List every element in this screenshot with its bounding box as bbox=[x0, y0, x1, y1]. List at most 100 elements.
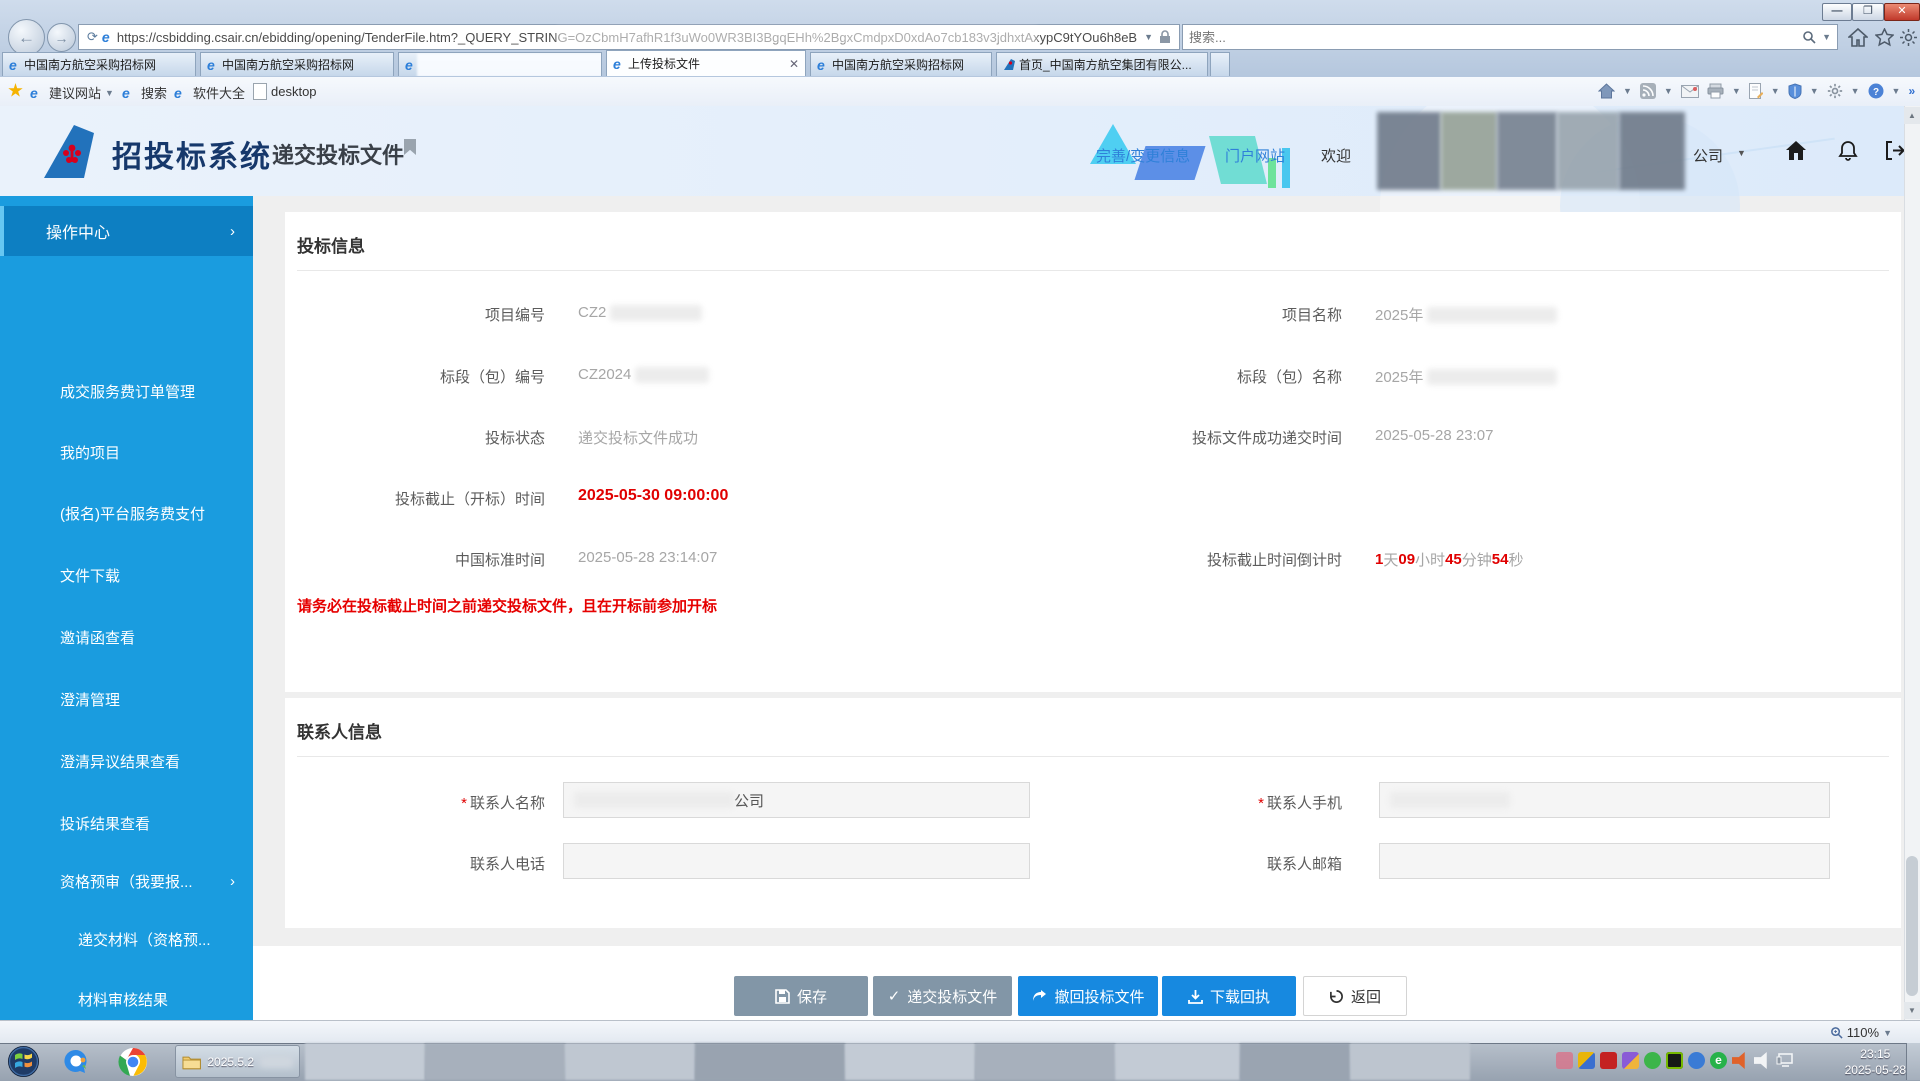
tab-csair-group-home[interactable]: 首页_中国南方航空集团有限公... bbox=[996, 52, 1208, 76]
chevron-down-icon[interactable]: ▼ bbox=[105, 87, 114, 98]
company-suffix[interactable]: 公司 bbox=[1693, 148, 1724, 165]
tray-network-globe-icon[interactable] bbox=[1688, 1052, 1705, 1069]
contact-phone-input[interactable] bbox=[563, 843, 1030, 879]
maximize-button[interactable]: ❐ bbox=[1852, 3, 1884, 21]
download-receipt-button[interactable]: 下载回执 bbox=[1162, 976, 1296, 1016]
chevron-down-icon[interactable]: ▼ bbox=[1623, 86, 1632, 96]
sidebar-item-clarification-objection[interactable]: 澄清异议结果查看 bbox=[0, 741, 253, 781]
page-tools-icon[interactable] bbox=[1748, 83, 1763, 99]
sidebar-item-platform-fee-payment[interactable]: (报名)平台服务费支付 bbox=[0, 493, 253, 533]
sidebar bbox=[0, 196, 253, 1020]
chevron-down-icon[interactable]: ▼ bbox=[1770, 86, 1780, 96]
url-dropdown-chevron-icon[interactable]: ▼ bbox=[1144, 32, 1153, 42]
link-portal-site[interactable]: 门户网站 bbox=[1225, 148, 1286, 165]
chat-app-icon[interactable] bbox=[62, 1048, 90, 1076]
taskbar-folder-task[interactable]: 2025.5.2 bbox=[175, 1045, 300, 1078]
contact-mobile-input[interactable] bbox=[1379, 782, 1830, 818]
sidebar-item-prequalification[interactable]: 资格预审（我要报... › bbox=[0, 861, 253, 901]
contact-email-input[interactable] bbox=[1379, 843, 1830, 879]
search-icon[interactable] bbox=[1802, 30, 1816, 44]
tray-defender-shield-icon[interactable] bbox=[1600, 1052, 1617, 1069]
search-dropdown-chevron-icon[interactable]: ▼ bbox=[1822, 32, 1831, 42]
withdraw-bid-button[interactable]: 撤回投标文件 bbox=[1018, 976, 1158, 1016]
zoom-indicator[interactable]: 110% ▼ bbox=[1830, 1025, 1892, 1040]
scrollbar-thumb[interactable] bbox=[1906, 856, 1918, 996]
chevron-down-icon[interactable]: ▼ bbox=[1891, 86, 1901, 96]
home-page-icon[interactable] bbox=[1598, 83, 1615, 99]
chevron-down-icon[interactable]: ▼ bbox=[1850, 86, 1860, 96]
taskbar-clock[interactable]: 23:15 2025-05-28 bbox=[1845, 1046, 1906, 1078]
sidebar-item-invitation-view[interactable]: 邀请函查看 bbox=[0, 617, 253, 657]
tab-csair-procurement-1[interactable]: e 中国南方航空采购招标网 bbox=[2, 52, 196, 76]
scroll-down-arrow[interactable]: ▼ bbox=[1904, 1002, 1920, 1019]
home-icon[interactable] bbox=[1848, 28, 1868, 47]
sidebar-item-clarification[interactable]: 澄清管理 bbox=[0, 679, 253, 719]
back-button[interactable]: ← bbox=[8, 19, 45, 56]
forward-button[interactable]: → bbox=[47, 23, 76, 52]
chevron-down-icon[interactable]: ▼ bbox=[1883, 1027, 1892, 1038]
sidebar-item-service-fee-orders[interactable]: 成交服务费订单管理 bbox=[0, 371, 253, 411]
tools-gear-icon[interactable] bbox=[1899, 28, 1918, 47]
show-desktop-button[interactable] bbox=[1906, 1043, 1920, 1080]
favorites-star-icon[interactable] bbox=[1875, 28, 1894, 47]
sidebar-item-submit-materials[interactable]: 递交材料（资格预... bbox=[0, 919, 253, 959]
minimize-button[interactable]: — bbox=[1822, 3, 1852, 21]
csair-favicon bbox=[1004, 59, 1015, 70]
start-button[interactable] bbox=[8, 1046, 39, 1077]
tab-blurred[interactable]: e bbox=[398, 52, 602, 76]
address-bar[interactable]: ⟳ e https://csbidding.csair.cn/ebidding/… bbox=[78, 24, 1180, 50]
bookmark-icon[interactable] bbox=[404, 139, 416, 155]
favorite-software[interactable]: e 软件大全 bbox=[174, 83, 245, 102]
back-page-button[interactable]: 返回 bbox=[1303, 976, 1407, 1016]
tab-close-icon[interactable]: ✕ bbox=[788, 56, 799, 71]
sidebar-item-file-download[interactable]: 文件下载 bbox=[0, 555, 253, 595]
new-tab-button[interactable] bbox=[1210, 52, 1230, 76]
print-icon[interactable] bbox=[1707, 83, 1724, 99]
submit-bid-button[interactable]: ✓ 递交投标文件 bbox=[873, 976, 1012, 1016]
link-profile-change[interactable]: 完善/变更信息 bbox=[1096, 148, 1191, 165]
rss-feed-icon[interactable] bbox=[1639, 83, 1656, 99]
logout-icon[interactable] bbox=[1884, 140, 1905, 161]
sidebar-item-my-projects[interactable]: 我的项目 bbox=[0, 432, 253, 472]
add-favorite-button[interactable] bbox=[8, 83, 23, 98]
settings-gear-icon[interactable] bbox=[1827, 83, 1843, 99]
chevron-down-icon[interactable]: ▼ bbox=[1663, 86, 1673, 96]
field-value-section-name: 2025年 bbox=[1375, 366, 1558, 387]
chrome-icon[interactable] bbox=[118, 1047, 148, 1077]
notification-bell-icon[interactable] bbox=[1838, 140, 1858, 162]
tray-security-shield-icon[interactable] bbox=[1578, 1052, 1595, 1069]
safety-shield-icon[interactable] bbox=[1788, 83, 1802, 99]
portal-home-icon[interactable] bbox=[1785, 140, 1807, 161]
sidebar-item-complaint-results[interactable]: 投诉结果查看 bbox=[0, 803, 253, 843]
deadline-warning-text: 请务必在投标截止时间之前递交投标文件，且在开标前参加开标 bbox=[297, 598, 718, 615]
tray-input-method-icon[interactable] bbox=[1622, 1052, 1639, 1069]
chevron-down-icon[interactable]: ▼ bbox=[1731, 86, 1741, 96]
favorite-suggested-sites[interactable]: e 建议网站 ▼ bbox=[30, 83, 114, 102]
tray-network-icon[interactable] bbox=[1776, 1052, 1795, 1069]
sidebar-item-material-review-results[interactable]: 材料审核结果 bbox=[0, 979, 253, 1019]
save-button[interactable]: 保存 bbox=[734, 976, 868, 1016]
chevron-down-icon[interactable]: ▼ bbox=[1809, 86, 1819, 96]
refresh-icon[interactable]: ⟳ bbox=[87, 29, 98, 44]
tab-upload-bid-file[interactable]: e 上传投标文件 ✕ bbox=[606, 50, 806, 76]
tray-mic-icon[interactable] bbox=[1556, 1052, 1573, 1069]
tray-browser-icon[interactable]: e bbox=[1710, 1052, 1727, 1069]
favorite-desktop[interactable]: desktop bbox=[253, 83, 317, 100]
help-icon[interactable]: ? bbox=[1868, 83, 1884, 99]
page-scrollbar[interactable] bbox=[1904, 106, 1920, 1020]
tab-csair-procurement-2[interactable]: e 中国南方航空采购招标网 bbox=[200, 52, 394, 76]
search-box[interactable]: ▼ bbox=[1182, 24, 1838, 50]
overflow-chevrons-icon[interactable]: » bbox=[1908, 84, 1916, 98]
field-label-section-name: 标段（包）名称 bbox=[1236, 369, 1342, 386]
tab-csair-procurement-3[interactable]: e 中国南方航空采购招标网 bbox=[810, 52, 992, 76]
favorite-search[interactable]: e 搜索 bbox=[122, 83, 167, 102]
scroll-up-arrow[interactable]: ▲ bbox=[1904, 107, 1920, 124]
company-dropdown-chevron-icon[interactable]: ▼ bbox=[1737, 148, 1746, 158]
contact-name-input[interactable]: 公司 bbox=[563, 782, 1030, 818]
mail-icon[interactable] bbox=[1680, 84, 1699, 98]
tray-nvidia-icon[interactable] bbox=[1666, 1052, 1683, 1069]
search-input[interactable] bbox=[1183, 29, 1803, 45]
sidebar-item-operation-center[interactable]: 操作中心 › bbox=[0, 206, 253, 256]
tray-wechat-icon[interactable] bbox=[1644, 1052, 1661, 1069]
close-button[interactable]: ✕ bbox=[1884, 3, 1920, 21]
